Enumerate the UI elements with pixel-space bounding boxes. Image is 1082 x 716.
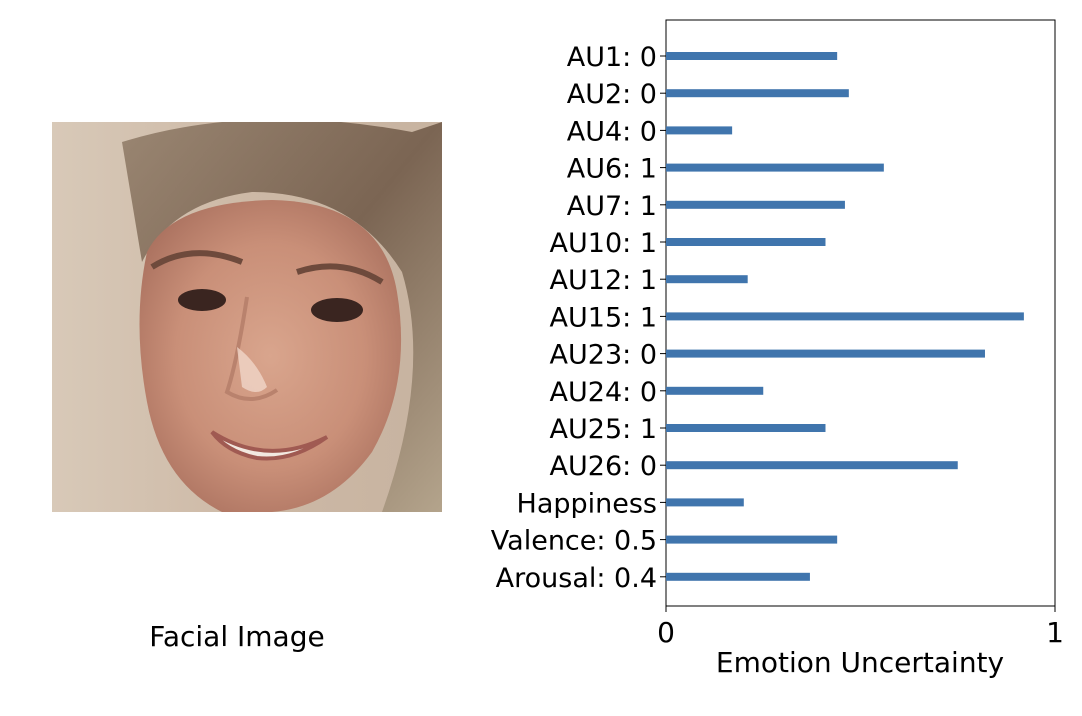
face-skin	[139, 200, 402, 512]
y-tick-label: AU4: 0	[567, 116, 657, 147]
left-eye	[178, 289, 226, 311]
y-tick-label: Happiness	[517, 488, 657, 519]
y-tick-label: AU25: 1	[550, 414, 657, 445]
y-tick-label: AU26: 0	[550, 451, 657, 482]
bar-5	[666, 238, 826, 246]
nose-highlight	[237, 347, 267, 392]
hair	[122, 122, 442, 512]
right-eyebrow	[296, 263, 384, 285]
x-tick-label: 0	[657, 616, 675, 649]
y-tick-label: AU23: 0	[550, 340, 657, 371]
bar-6	[666, 275, 748, 284]
bar-3	[666, 163, 884, 172]
y-tick-label: Valence: 0.5	[491, 526, 657, 557]
y-tick-label: AU7: 1	[567, 191, 657, 222]
bar-0	[666, 52, 838, 60]
y-tick-label: AU1: 0	[567, 42, 657, 73]
bar-9	[666, 386, 764, 395]
nose	[224, 296, 279, 401]
y-tick-label: AU12: 1	[550, 265, 657, 296]
y-tick-label: AU6: 1	[567, 154, 657, 185]
y-tick-label: AU10: 1	[550, 228, 657, 259]
bar-4	[666, 200, 845, 209]
facial-image	[52, 122, 442, 512]
bar-8	[666, 349, 985, 358]
bar-2	[666, 126, 733, 135]
y-tick-label: AU2: 0	[567, 79, 657, 110]
left-eyebrow	[150, 250, 244, 270]
y-tick-label: Arousal: 0.4	[496, 563, 657, 594]
bar-7	[666, 312, 1024, 321]
bar-11	[666, 461, 958, 470]
bar-10	[666, 424, 826, 432]
face-caption: Facial Image	[149, 620, 325, 653]
x-axis-label: Emotion Uncertainty	[716, 646, 1004, 679]
bar-1	[666, 89, 849, 98]
smile	[210, 430, 329, 461]
bar-14	[666, 572, 810, 581]
right-eye	[311, 298, 363, 322]
bar-12	[666, 498, 744, 507]
bar-13	[666, 535, 838, 544]
y-tick-label: AU24: 0	[550, 377, 657, 408]
y-tick-label: AU15: 1	[550, 302, 657, 333]
x-tick-label: 1	[1046, 616, 1064, 649]
